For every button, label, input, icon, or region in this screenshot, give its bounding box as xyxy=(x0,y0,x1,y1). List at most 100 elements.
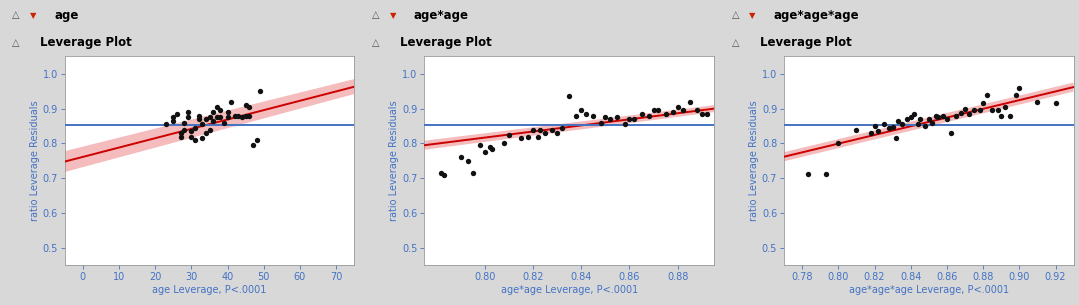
Point xyxy=(645,108,663,113)
Point xyxy=(165,118,182,123)
Point xyxy=(168,111,186,116)
Point xyxy=(956,106,973,111)
Point xyxy=(208,115,226,120)
Point xyxy=(237,113,255,118)
Text: ▼: ▼ xyxy=(390,11,396,20)
Point xyxy=(934,113,952,118)
Text: Leverage Plot: Leverage Plot xyxy=(400,36,492,49)
Point xyxy=(532,127,549,132)
Point xyxy=(211,115,229,120)
Point xyxy=(974,101,992,106)
Point xyxy=(519,134,536,139)
Text: Leverage Plot: Leverage Plot xyxy=(760,36,851,49)
Point xyxy=(665,110,682,115)
Point xyxy=(476,150,493,155)
Point xyxy=(585,113,602,118)
Point xyxy=(902,115,919,120)
Point xyxy=(633,111,651,116)
Y-axis label: ratio Leverage Residuals: ratio Leverage Residuals xyxy=(29,101,40,221)
Point xyxy=(893,122,911,127)
Point xyxy=(182,134,200,139)
Point xyxy=(884,124,901,129)
Point xyxy=(244,143,261,148)
Polygon shape xyxy=(65,79,354,172)
Point xyxy=(182,129,200,134)
Point xyxy=(939,117,956,122)
Point xyxy=(190,117,207,122)
Point xyxy=(179,110,196,115)
Point xyxy=(620,117,638,122)
Point xyxy=(920,117,938,122)
Point xyxy=(205,118,222,123)
Point xyxy=(472,143,489,148)
Point xyxy=(602,117,619,122)
Point xyxy=(435,172,452,177)
Point xyxy=(626,117,643,122)
Point xyxy=(219,110,236,115)
Point xyxy=(1007,92,1024,97)
Point xyxy=(674,108,692,113)
Y-axis label: ratio Leverage Residuals: ratio Leverage Residuals xyxy=(390,101,399,221)
Point xyxy=(928,113,945,118)
Point xyxy=(548,131,565,135)
Point xyxy=(929,115,946,120)
Point xyxy=(866,124,884,128)
Text: age*age: age*age xyxy=(414,9,469,22)
Point xyxy=(241,113,258,118)
Point xyxy=(524,127,542,132)
Point xyxy=(158,122,175,127)
Polygon shape xyxy=(424,105,714,150)
Point xyxy=(233,115,250,120)
Point xyxy=(669,105,686,109)
Point xyxy=(190,113,207,118)
Text: △: △ xyxy=(12,10,19,20)
Point xyxy=(1047,101,1064,106)
Text: △: △ xyxy=(372,10,380,20)
Point xyxy=(211,108,229,113)
Point xyxy=(241,105,258,109)
Point xyxy=(219,115,236,120)
Point xyxy=(197,117,215,122)
Point xyxy=(966,108,983,113)
Point xyxy=(501,132,518,137)
Point xyxy=(187,125,204,130)
Point xyxy=(888,136,905,141)
Point xyxy=(862,131,879,135)
Text: age*age*age: age*age*age xyxy=(774,9,859,22)
Point xyxy=(577,111,595,116)
Point xyxy=(880,125,898,130)
X-axis label: age*age Leverage, P<.0001: age*age Leverage, P<.0001 xyxy=(501,285,638,295)
Point xyxy=(848,127,865,132)
Point xyxy=(798,172,816,177)
Point xyxy=(208,105,226,109)
Point xyxy=(222,99,240,104)
Point xyxy=(573,108,590,113)
Point xyxy=(176,120,193,125)
Point xyxy=(248,138,265,142)
Point xyxy=(481,145,498,149)
Point xyxy=(592,120,610,125)
Point xyxy=(924,121,941,126)
Point xyxy=(460,159,477,163)
Point xyxy=(911,117,928,122)
Point xyxy=(452,155,469,160)
Y-axis label: ratio Leverage Residuals: ratio Leverage Residuals xyxy=(749,101,759,221)
Point xyxy=(960,111,978,116)
Point xyxy=(165,115,182,120)
Text: △: △ xyxy=(732,38,739,48)
Point xyxy=(544,127,561,132)
Point xyxy=(172,131,189,135)
Point xyxy=(979,92,996,97)
Point xyxy=(681,99,698,104)
X-axis label: age*age*age Leverage, P<.0001: age*age*age Leverage, P<.0001 xyxy=(849,285,1009,295)
Text: Leverage Plot: Leverage Plot xyxy=(40,36,132,49)
Polygon shape xyxy=(784,83,1074,161)
Point xyxy=(495,141,513,146)
X-axis label: age Leverage, P<.0001: age Leverage, P<.0001 xyxy=(152,285,267,295)
Point xyxy=(176,127,193,132)
Point xyxy=(640,113,657,118)
Text: △: △ xyxy=(732,10,739,20)
Point xyxy=(899,117,916,122)
Point xyxy=(817,172,834,177)
Point xyxy=(251,89,269,94)
